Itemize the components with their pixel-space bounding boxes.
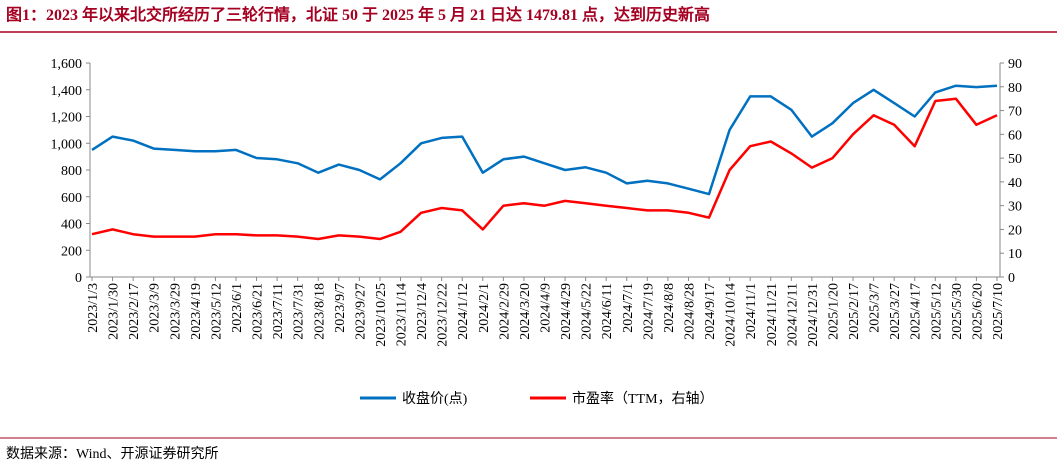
y2-tick-label: 90 (1008, 57, 1022, 72)
x-tick-label: 2023/1/30 (107, 283, 122, 340)
x-tick-label: 2024/10/14 (724, 283, 739, 347)
y-tick-label: 1,400 (51, 84, 83, 99)
x-tick-label: 2024/8/28 (682, 283, 697, 340)
y-tick-label: 800 (61, 164, 82, 179)
x-tick-label: 2025/6/20 (970, 283, 985, 340)
y-tick-label: 1,600 (51, 57, 83, 72)
y2-tick-label: 70 (1008, 105, 1022, 120)
x-tick-label: 2023/9/7 (333, 283, 348, 333)
y-tick-label: 400 (61, 218, 82, 233)
x-tick-label: 2023/12/22 (436, 283, 451, 347)
x-tick-label: 2024/4/29 (559, 283, 574, 340)
y2-tick-label: 80 (1008, 81, 1022, 96)
x-tick-label: 2024/1/12 (456, 283, 471, 340)
x-tick-label: 2024/8/8 (662, 283, 677, 333)
y-tick-label: 1,200 (51, 111, 83, 126)
x-tick-label: 2023/12/4 (415, 283, 430, 340)
y-tick-label: 600 (61, 191, 82, 206)
x-tick-label: 2023/7/11 (271, 283, 286, 339)
x-tick-label: 2023/1/3 (86, 283, 101, 333)
y-tick-label: 1,000 (51, 137, 83, 152)
x-tick-label: 2023/8/18 (312, 283, 327, 340)
legend-label: 市盈率（TTM，右轴） (572, 390, 714, 407)
x-tick-label: 2024/12/31 (806, 283, 821, 347)
series-line (91, 97, 998, 241)
x-tick-label: 2023/11/14 (395, 283, 410, 346)
x-tick-label: 2024/7/1 (621, 283, 636, 333)
y2-tick-label: 50 (1008, 152, 1022, 167)
x-tick-label: 2023/6/1 (230, 283, 245, 333)
source: 数据来源：Wind、开源证券研究所 (6, 446, 219, 462)
series-line (91, 84, 998, 196)
y2-tick-label: 0 (1008, 271, 1015, 286)
y2-tick-label: 40 (1008, 176, 1022, 191)
y2-tick-label: 30 (1008, 200, 1022, 215)
x-tick-label: 2025/4/17 (909, 283, 924, 340)
x-tick-label: 2024/9/17 (703, 283, 718, 340)
x-tick-label: 2025/5/12 (929, 283, 944, 340)
x-tick-label: 2025/7/10 (991, 283, 1006, 340)
legend-label: 收盘价(点) (402, 390, 468, 407)
x-tick-label: 2023/4/19 (189, 283, 204, 340)
chart-title: 图1：2023 年以来北交所经历了三轮行情，北证 50 于 2025 年 5 月… (6, 5, 710, 24)
x-tick-label: 2025/5/30 (950, 283, 965, 340)
y2-tick-label: 10 (1008, 247, 1022, 262)
x-tick-label: 2023/2/17 (127, 283, 142, 340)
x-tick-label: 2024/4/9 (539, 283, 554, 333)
x-tick-label: 2024/12/11 (785, 283, 800, 346)
y-tick-label: 200 (61, 244, 82, 259)
x-tick-label: 2023/3/29 (168, 283, 183, 340)
x-tick-label: 2025/3/27 (888, 283, 903, 340)
y2-tick-label: 20 (1008, 223, 1022, 238)
y2-tick-label: 60 (1008, 128, 1022, 143)
x-tick-label: 2024/11/1 (744, 283, 759, 339)
x-tick-label: 2023/7/31 (292, 283, 307, 340)
x-tick-label: 2024/2/1 (477, 283, 492, 333)
x-tick-label: 2024/3/20 (518, 283, 533, 340)
y-tick-label: 0 (75, 271, 82, 286)
x-tick-label: 2025/2/17 (847, 283, 862, 340)
x-tick-label: 2023/5/12 (209, 283, 224, 340)
x-tick-label: 2023/9/27 (353, 283, 368, 340)
x-tick-label: 2024/11/21 (765, 283, 780, 346)
x-tick-label: 2024/5/22 (580, 283, 595, 340)
x-tick-label: 2023/3/9 (148, 283, 163, 333)
x-tick-label: 2024/6/11 (600, 283, 615, 339)
x-tick-label: 2023/6/21 (251, 283, 266, 340)
x-tick-label: 2024/7/19 (641, 283, 656, 340)
x-tick-label: 2025/1/20 (826, 283, 841, 340)
x-tick-label: 2025/3/7 (868, 283, 883, 333)
x-tick-label: 2024/2/29 (497, 283, 512, 340)
x-tick-label: 2023/10/25 (374, 283, 389, 347)
